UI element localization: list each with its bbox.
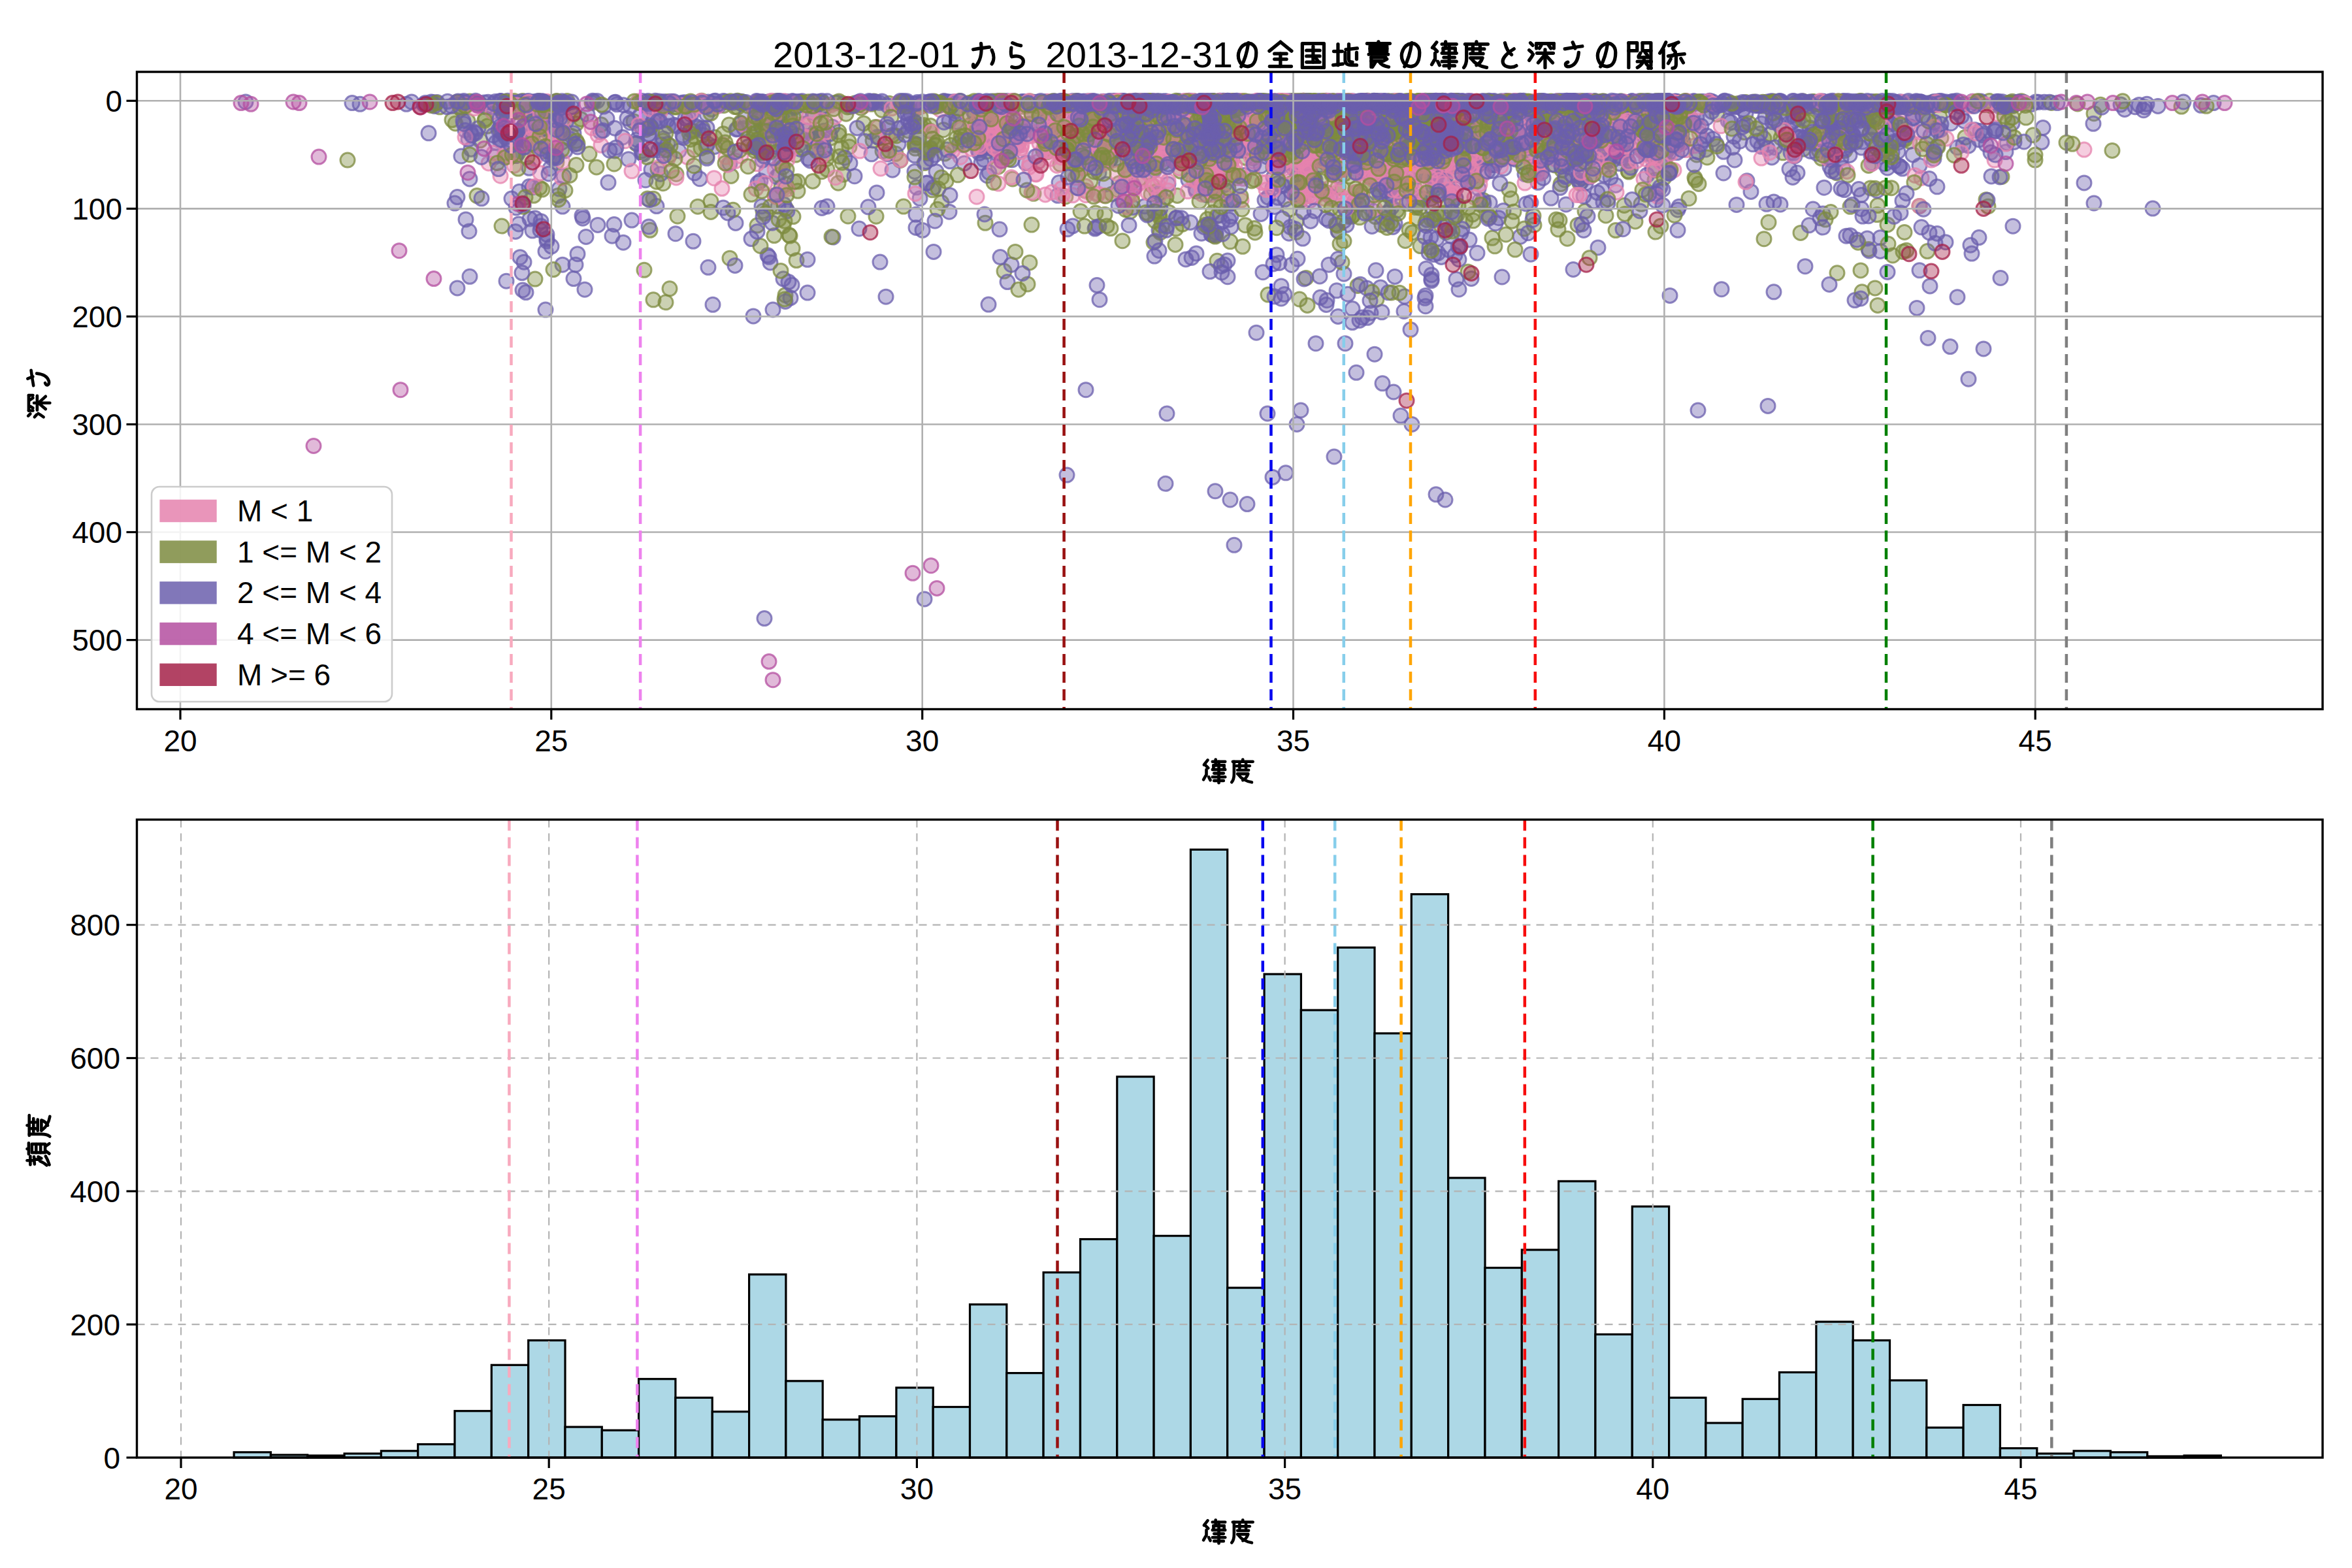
- svg-text:45: 45: [2004, 1472, 2037, 1506]
- svg-text:M >= 6: M >= 6: [237, 658, 331, 692]
- svg-text:25: 25: [532, 1472, 566, 1506]
- svg-text:0: 0: [105, 84, 122, 118]
- svg-text:800: 800: [70, 908, 120, 942]
- svg-text:500: 500: [72, 623, 122, 657]
- svg-text:4 <= M < 6: 4 <= M < 6: [237, 617, 382, 651]
- svg-text:2013-12-01: 2013-12-01: [773, 34, 960, 75]
- svg-text:300: 300: [72, 408, 122, 442]
- svg-text:20: 20: [163, 724, 197, 758]
- svg-text:45: 45: [2019, 724, 2052, 758]
- svg-text:35: 35: [1268, 1472, 1301, 1506]
- svg-text:40: 40: [1648, 724, 1681, 758]
- svg-text:30: 30: [900, 1472, 934, 1506]
- svg-text:100: 100: [72, 192, 122, 226]
- svg-text:400: 400: [70, 1175, 120, 1209]
- svg-text:0: 0: [103, 1441, 120, 1475]
- svg-text:2013-12-31: 2013-12-31: [1046, 34, 1233, 75]
- svg-text:1 <= M < 2: 1 <= M < 2: [237, 535, 382, 569]
- svg-text:40: 40: [1636, 1472, 1669, 1506]
- svg-text:2 <= M < 4: 2 <= M < 4: [237, 576, 382, 610]
- svg-text:M < 1: M < 1: [237, 494, 313, 528]
- svg-text:200: 200: [72, 300, 122, 334]
- svg-text:400: 400: [72, 515, 122, 549]
- svg-text:25: 25: [534, 724, 568, 758]
- svg-text:35: 35: [1277, 724, 1310, 758]
- svg-text:30: 30: [906, 724, 939, 758]
- svg-text:200: 200: [70, 1308, 120, 1342]
- svg-text:600: 600: [70, 1041, 120, 1075]
- svg-text:20: 20: [164, 1472, 197, 1506]
